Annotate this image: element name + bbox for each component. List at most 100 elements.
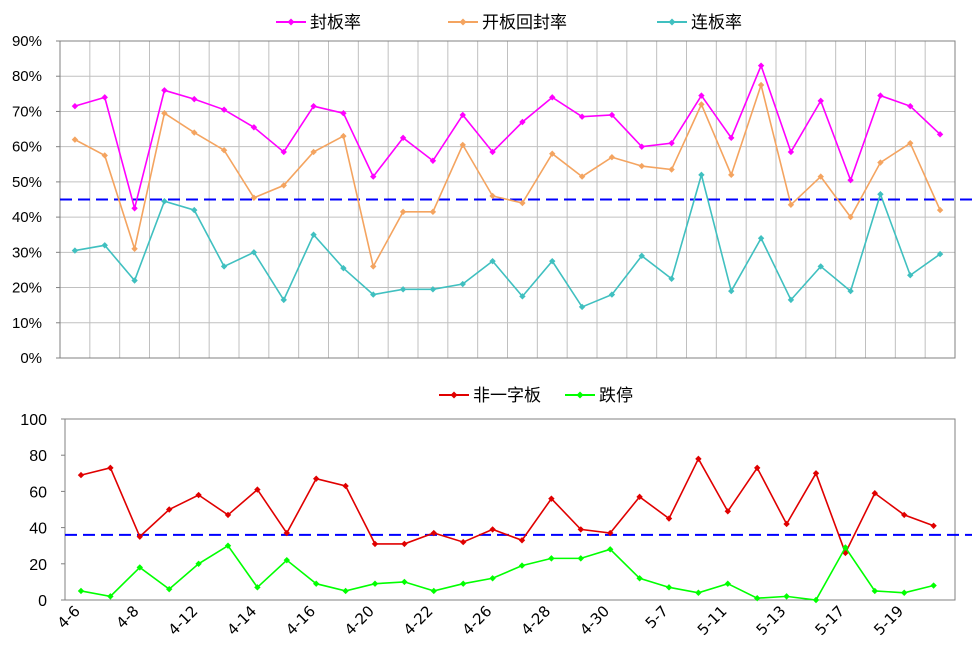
bottom-x-tick-label: 4-30 xyxy=(576,602,613,639)
top-legend-item: 开板回封率 xyxy=(448,13,567,33)
bottom-data-point xyxy=(166,506,173,513)
bottom-x-tick-label: 5-19 xyxy=(870,602,907,639)
top-data-point xyxy=(310,148,317,156)
bottom-data-point xyxy=(724,580,731,587)
bottom-data-point xyxy=(812,470,820,477)
bottom-series-0 xyxy=(77,455,937,557)
bottom-data-point xyxy=(313,475,320,482)
top-data-point xyxy=(459,111,466,119)
bottom-data-point xyxy=(607,546,614,553)
top-series-0 xyxy=(71,62,944,212)
top-data-point xyxy=(310,102,317,110)
top-data-point xyxy=(191,95,198,103)
bottom-data-point xyxy=(871,490,878,497)
top-data-point xyxy=(817,97,824,105)
top-data-point xyxy=(638,162,645,170)
bottom-data-point xyxy=(548,495,555,502)
bottom-y-tick-label: 40 xyxy=(29,521,47,538)
top-data-point xyxy=(399,286,407,293)
bottom-x-tick-label: 4-26 xyxy=(459,602,496,639)
top-chart-series xyxy=(71,62,944,311)
top-y-tick-label: 30% xyxy=(12,244,42,261)
top-data-point xyxy=(101,152,108,159)
bottom-data-point xyxy=(812,596,820,604)
top-data-point xyxy=(638,143,645,150)
top-y-tick-label: 90% xyxy=(12,33,42,50)
bottom-data-point xyxy=(371,540,379,548)
bottom-data-point xyxy=(195,491,202,499)
bottom-data-point xyxy=(842,544,849,551)
top-y-tick-label: 40% xyxy=(12,209,42,226)
bottom-data-point xyxy=(401,578,408,586)
top-data-point xyxy=(71,136,79,143)
legend-marker xyxy=(450,391,458,399)
top-data-point xyxy=(936,250,944,258)
top-data-point xyxy=(161,87,168,94)
bottom-x-tick-label: 4-12 xyxy=(165,602,202,639)
bottom-data-point xyxy=(460,538,467,546)
bottom-data-point xyxy=(842,549,849,557)
bottom-chart-x-axis: 4-6 4-8 4-12 4-14 4-16 4-20 4-22 4-26 4-28 4-30 5-… xyxy=(54,602,907,639)
top-y-tick-label: 50% xyxy=(12,174,42,191)
top-y-tick-label: 60% xyxy=(12,139,42,156)
bottom-data-point xyxy=(283,556,290,564)
bottom-data-point xyxy=(342,587,349,595)
bottom-data-point xyxy=(636,493,643,501)
top-series-line xyxy=(74,63,941,212)
bottom-data-point xyxy=(695,589,702,596)
legend-marker xyxy=(668,18,676,26)
top-data-point xyxy=(429,208,437,216)
top-data-point xyxy=(131,205,138,212)
bottom-data-point xyxy=(636,575,643,582)
top-data-point xyxy=(638,252,645,260)
top-data-point xyxy=(877,159,884,166)
top-data-point xyxy=(877,191,884,198)
bottom-series-1 xyxy=(77,542,937,604)
top-data-point xyxy=(220,146,228,154)
legend-label: 跌停 xyxy=(599,386,633,406)
top-data-point xyxy=(519,118,526,126)
top-data-point xyxy=(936,131,944,138)
top-data-point xyxy=(370,173,377,180)
legend-marker xyxy=(576,391,584,399)
top-data-point xyxy=(757,62,765,69)
top-data-point xyxy=(728,287,735,295)
top-data-point xyxy=(936,206,944,214)
top-data-point xyxy=(698,171,705,179)
top-data-point xyxy=(817,263,824,270)
top-data-point xyxy=(370,263,377,270)
bottom-data-point xyxy=(695,455,702,463)
top-data-point xyxy=(907,102,914,110)
bottom-data-point xyxy=(224,511,232,519)
bottom-x-tick-label: 5-17 xyxy=(811,602,848,639)
top-data-point xyxy=(728,171,735,179)
top-data-point xyxy=(340,110,347,117)
bottom-data-point xyxy=(342,482,349,490)
top-data-point xyxy=(549,150,556,157)
bottom-x-tick-label: 4-16 xyxy=(282,602,319,639)
bottom-x-tick-label: 5-7 xyxy=(642,602,672,632)
bottom-data-point xyxy=(577,526,584,533)
bottom-data-point xyxy=(930,582,937,589)
bottom-chart-legend: 非一字板 跌停 xyxy=(439,386,633,406)
bottom-data-point xyxy=(548,555,555,562)
top-data-point xyxy=(668,139,675,147)
top-data-point xyxy=(907,139,914,147)
bottom-chart-series xyxy=(77,455,937,604)
bottom-data-point xyxy=(195,560,202,567)
top-data-point xyxy=(489,148,496,156)
top-data-point xyxy=(877,92,884,99)
top-data-point xyxy=(549,257,556,265)
top-series-1 xyxy=(71,81,944,270)
bottom-x-tick-label: 4-8 xyxy=(113,602,143,632)
top-data-point xyxy=(757,235,765,242)
bottom-legend-item: 跌停 xyxy=(565,386,633,406)
bottom-data-point xyxy=(136,564,143,571)
top-y-tick-label: 20% xyxy=(12,280,42,297)
top-data-point xyxy=(817,173,824,180)
top-data-point xyxy=(459,280,466,288)
top-data-point xyxy=(220,263,228,270)
top-data-point xyxy=(847,287,854,295)
